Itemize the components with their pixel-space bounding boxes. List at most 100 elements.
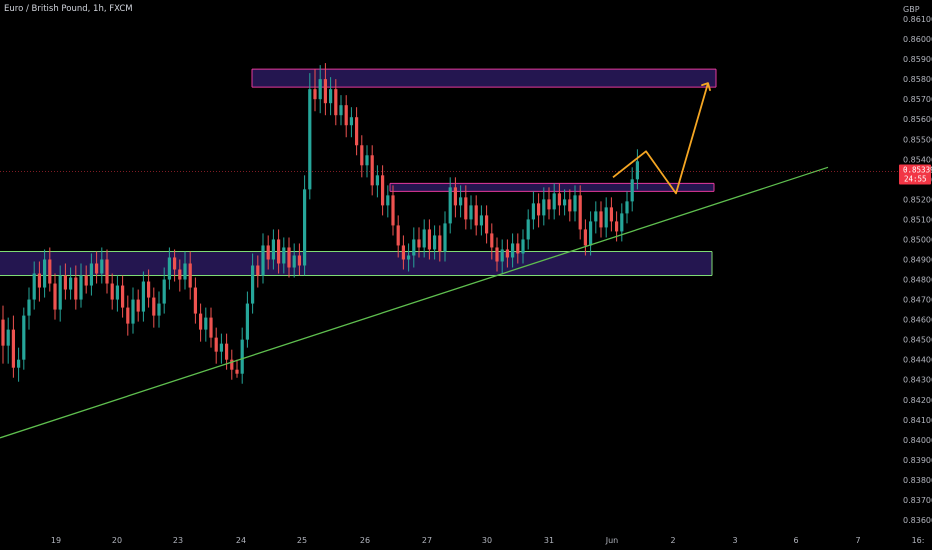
candle-body [583, 229, 587, 246]
candle-body [323, 79, 327, 104]
candle-body [214, 337, 218, 352]
candle-body [516, 243, 520, 254]
candle-body [381, 175, 385, 206]
candle-body [261, 245, 265, 276]
candle-body [17, 359, 21, 368]
candle-body [235, 369, 239, 374]
candle-body [386, 195, 390, 206]
candle-body [183, 263, 187, 280]
candle-body [604, 207, 608, 228]
candle-body [282, 247, 286, 264]
candle-body [609, 207, 613, 222]
candle-body [505, 249, 509, 258]
candle-body [167, 257, 171, 280]
candle-body [391, 195, 395, 226]
candle-body [240, 339, 244, 374]
candle-body [448, 187, 452, 224]
candle-body [63, 275, 67, 290]
candle-body [11, 329, 15, 368]
candle-body [537, 203, 541, 216]
candle-body [630, 179, 634, 202]
candle-body [563, 199, 567, 206]
candle-body [443, 223, 447, 252]
candle-body [37, 273, 41, 288]
time-tick-label: 2 [670, 536, 675, 545]
time-tick-label: 20 [112, 536, 122, 545]
time-tick-label: 3 [732, 536, 737, 545]
candle-body [121, 285, 125, 308]
candle-body [297, 255, 301, 266]
candle-body [303, 189, 307, 266]
candle-body [417, 239, 421, 248]
candle-body [95, 263, 99, 274]
candle-body [427, 229, 431, 250]
candle-body [557, 193, 561, 206]
candle-body [308, 89, 312, 190]
candle-body [58, 275, 62, 310]
candle-body [334, 89, 338, 116]
time-tick-label: 19 [51, 536, 61, 545]
candle-body [365, 155, 369, 166]
time-tick-label: 7 [855, 536, 860, 545]
candle-body [136, 299, 140, 312]
candle-body [464, 197, 468, 220]
candle-body [115, 285, 119, 300]
candle-body [69, 277, 73, 290]
candle-body [438, 235, 442, 252]
support-zone [0, 251, 712, 276]
candle-body [526, 219, 530, 240]
candle-body [126, 307, 130, 324]
candle-body [48, 259, 52, 284]
mid-resistance-zone [390, 183, 714, 192]
current-price-countdown: 24:55 [904, 175, 927, 184]
candle-body [485, 215, 489, 234]
candle-body [635, 161, 639, 180]
symbol-title: Euro / British Pound, 1h, FXCM [4, 4, 133, 14]
candle-body [84, 275, 88, 286]
candle-body [355, 117, 359, 146]
candle-body [89, 263, 93, 286]
candle-body [219, 343, 223, 352]
candle-body [339, 105, 343, 116]
candle-body [251, 265, 255, 304]
candle-body [157, 303, 161, 316]
candle-body [599, 211, 603, 228]
time-tick-label: 16: [912, 536, 925, 545]
candle-body [6, 329, 10, 346]
candle-body [313, 89, 317, 100]
candle-body [422, 229, 426, 248]
candle-body [433, 235, 437, 250]
candle-body [573, 195, 577, 212]
candle-body [474, 205, 478, 226]
time-tick-label: 6 [793, 536, 798, 545]
time-tick-label: 27 [422, 536, 432, 545]
candle-body [370, 155, 374, 186]
time-tick-label: 30 [482, 536, 492, 545]
candle-body [204, 317, 208, 330]
time-tick-label: 23 [173, 536, 183, 545]
price-axis-currency: GBP [903, 5, 920, 14]
candle-body [500, 249, 504, 262]
candle-body [110, 283, 114, 300]
candle-body [230, 359, 234, 370]
candle-body [547, 199, 551, 210]
candle-body [188, 263, 192, 288]
candle-body [79, 275, 83, 300]
candle-body [173, 257, 177, 270]
candle-body [479, 215, 483, 226]
candle-body [459, 197, 463, 206]
